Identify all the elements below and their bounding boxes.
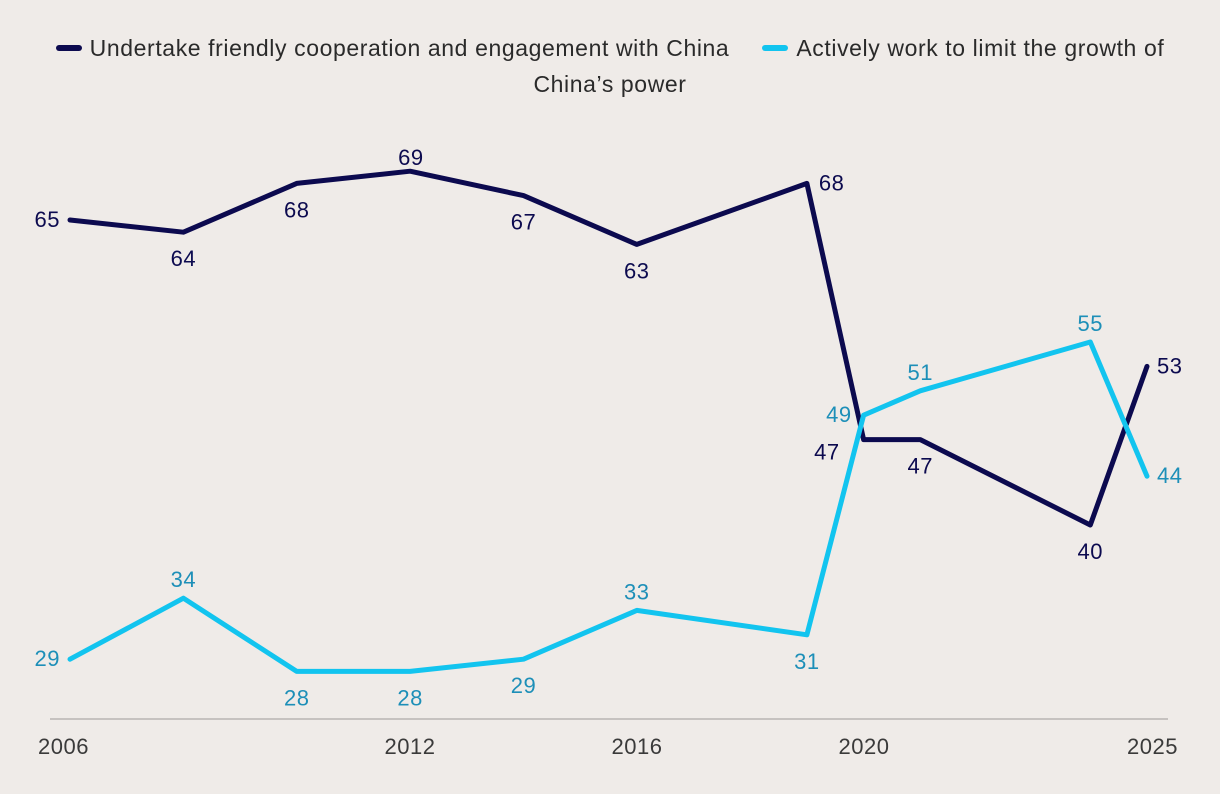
x-tick-label-2025: 2025 — [1127, 734, 1178, 759]
data-label-1-2021: 51 — [908, 360, 933, 385]
data-label-0-2019: 68 — [819, 170, 844, 195]
data-label-1-2025: 44 — [1157, 463, 1182, 488]
data-label-0-2008: 64 — [171, 246, 196, 271]
legend-swatch-cooperation — [55, 44, 82, 51]
x-tick-label-2020: 2020 — [839, 734, 890, 759]
data-label-1-2016: 33 — [624, 579, 649, 604]
data-label-0-2016: 63 — [624, 258, 649, 283]
x-tick-label-2016: 2016 — [612, 734, 663, 759]
data-label-0-2012: 69 — [398, 145, 423, 170]
data-label-1-2024: 55 — [1078, 311, 1103, 336]
data-label-1-2006: 29 — [35, 646, 60, 671]
data-label-0-2025: 53 — [1157, 353, 1182, 378]
data-label-0-2024: 40 — [1078, 539, 1103, 564]
legend-label-cooperation: Undertake friendly cooperation and engag… — [89, 35, 730, 61]
data-label-1-2014: 29 — [511, 673, 536, 698]
data-label-1-2010: 28 — [284, 685, 309, 710]
legend-item-cooperation[interactable]: Undertake friendly cooperation and engag… — [55, 35, 737, 61]
x-tick-label-2012: 2012 — [385, 734, 436, 759]
legend: Undertake friendly cooperation and engag… — [30, 30, 1190, 102]
legend-swatch-limit — [762, 44, 789, 51]
data-label-1-2020: 49 — [826, 402, 851, 427]
data-label-1-2019: 31 — [794, 649, 819, 674]
series-line-0 — [67, 168, 1150, 528]
data-label-1-2008: 34 — [171, 567, 196, 592]
legend-item-limit[interactable]: Actively work to limit the growth of Chi… — [533, 35, 1164, 97]
data-label-0-2020: 47 — [814, 440, 839, 465]
x-tick-label-2006: 2006 — [38, 734, 89, 759]
data-label-0-2006: 65 — [35, 207, 60, 232]
data-label-0-2014: 67 — [511, 210, 536, 235]
data-label-1-2012: 28 — [397, 685, 422, 710]
data-label-0-2021: 47 — [908, 454, 933, 479]
series-line-1 — [67, 339, 1150, 674]
data-label-0-2010: 68 — [284, 197, 309, 222]
legend-label-limit: Actively work to limit the growth of Chi… — [533, 35, 1165, 97]
